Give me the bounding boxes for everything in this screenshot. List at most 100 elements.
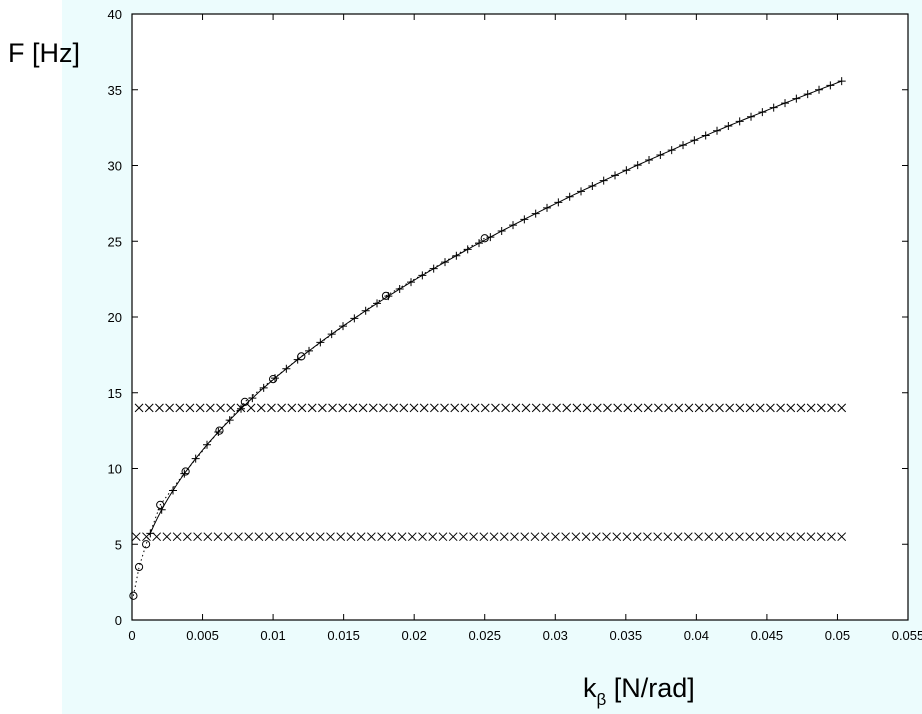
- x-marker: [459, 532, 468, 542]
- plus-marker: [565, 192, 574, 201]
- plus-marker: [203, 440, 212, 449]
- x-marker: [185, 403, 195, 413]
- plus-marker: [350, 314, 359, 323]
- y-tick-label: 35: [108, 83, 122, 98]
- x-marker: [182, 532, 192, 542]
- x-marker: [827, 403, 836, 413]
- plus-marker: [361, 306, 370, 315]
- x-marker: [368, 403, 378, 413]
- plus-marker: [169, 486, 178, 495]
- x-marker: [264, 532, 274, 542]
- x-marker: [377, 532, 386, 542]
- x-marker: [428, 532, 438, 542]
- x-marker: [552, 403, 561, 413]
- x-marker: [254, 532, 264, 542]
- x-axis-title: kβ [N/rad]: [583, 673, 695, 709]
- x-marker: [216, 403, 225, 413]
- plus-marker: [497, 227, 506, 236]
- x-marker: [256, 403, 266, 413]
- x-marker: [714, 532, 724, 542]
- x-tick-label: 0.035: [610, 628, 643, 643]
- x-marker: [603, 403, 612, 413]
- x-marker: [674, 403, 684, 413]
- x-marker: [735, 403, 745, 413]
- plus-marker: [407, 278, 416, 287]
- x-marker: [704, 403, 714, 413]
- x-tick-label: 0: [128, 628, 135, 643]
- x-marker: [530, 532, 540, 542]
- x-marker: [622, 532, 632, 542]
- x-marker: [470, 403, 480, 413]
- plus-marker: [792, 94, 801, 103]
- plus-marker: [747, 112, 756, 121]
- x-marker: [542, 403, 551, 413]
- plus-marker: [418, 271, 427, 280]
- x-marker: [175, 403, 185, 413]
- x-marker: [155, 403, 164, 413]
- x-marker: [613, 403, 623, 413]
- y-axis-title: F [Hz]: [8, 38, 80, 68]
- x-marker: [683, 532, 693, 542]
- plus-marker: [690, 136, 699, 145]
- x-axis-title-subscript: β: [597, 690, 607, 709]
- x-marker: [489, 532, 499, 542]
- plus-marker: [724, 122, 733, 131]
- x-marker: [591, 532, 601, 542]
- plus-marker: [622, 166, 631, 175]
- x-marker: [407, 532, 417, 542]
- x-marker: [510, 532, 519, 542]
- x-axis-title-unit: [N/rad]: [606, 673, 695, 703]
- x-marker: [267, 403, 276, 413]
- x-tick-label: 0.025: [468, 628, 501, 643]
- x-marker: [348, 403, 358, 413]
- x-marker: [775, 532, 785, 542]
- x-marker: [837, 532, 847, 542]
- y-tick-label: 0: [115, 613, 122, 628]
- plus-marker: [441, 258, 450, 267]
- x-marker: [796, 403, 806, 413]
- plus-marker: [837, 77, 846, 86]
- x-marker: [582, 403, 592, 413]
- x-marker: [223, 532, 233, 542]
- x-marker: [193, 532, 202, 542]
- x-marker: [195, 403, 205, 413]
- x-marker: [745, 403, 755, 413]
- plus-marker: [781, 99, 790, 108]
- plus-marker: [735, 117, 744, 126]
- plus-marker: [588, 181, 597, 190]
- x-marker: [409, 403, 419, 413]
- plus-marker: [826, 81, 835, 90]
- x-marker: [694, 403, 704, 413]
- x-marker: [776, 403, 785, 413]
- plus-marker: [180, 469, 189, 478]
- x-marker: [297, 403, 307, 413]
- x-marker: [663, 532, 673, 542]
- x-tick-label: 0.04: [684, 628, 709, 643]
- x-marker: [602, 532, 611, 542]
- circle-marker: [129, 591, 138, 600]
- x-marker: [469, 532, 478, 542]
- y-tick-label: 5: [115, 537, 122, 552]
- x-marker: [152, 532, 162, 542]
- plus-marker: [656, 151, 665, 160]
- plus-marker: [373, 299, 382, 308]
- plus-marker: [611, 171, 620, 180]
- plus-marker: [429, 264, 438, 273]
- x-marker: [387, 532, 397, 542]
- x-marker: [213, 532, 223, 542]
- x-marker: [448, 532, 458, 542]
- circle-marker: [215, 426, 224, 435]
- plus-marker: [520, 215, 529, 224]
- x-marker: [540, 532, 550, 542]
- x-marker: [704, 532, 714, 542]
- plus-marker: [395, 285, 404, 294]
- plus-marker: [282, 364, 291, 373]
- x-marker: [336, 532, 346, 542]
- plus-marker: [701, 131, 710, 140]
- x-marker: [724, 532, 734, 542]
- x-marker: [338, 403, 348, 413]
- x-marker: [142, 532, 151, 542]
- plus-marker: [554, 198, 563, 207]
- x-marker: [307, 403, 317, 413]
